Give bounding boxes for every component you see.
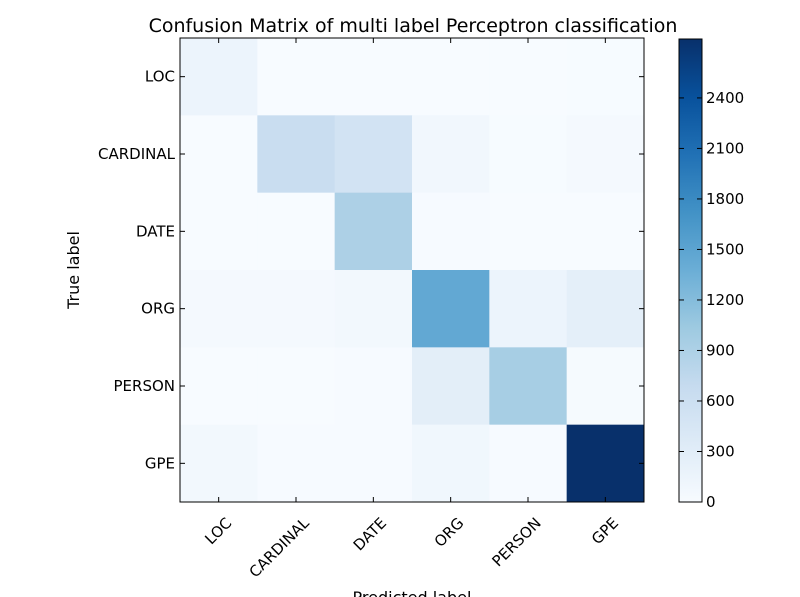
heatmap-cells [180, 38, 645, 503]
heatmap-cell [489, 38, 568, 116]
heatmap-cell [334, 115, 413, 194]
heatmap-cell [334, 347, 413, 426]
heatmap-cell [566, 38, 645, 116]
heatmap-cell [566, 192, 645, 271]
heatmap-cell [257, 38, 336, 116]
chart-title: Confusion Matrix of multi label Perceptr… [149, 15, 678, 37]
y-tick-label: GPE [145, 454, 175, 472]
colorbar [678, 38, 703, 503]
heatmap-cell [489, 424, 568, 503]
y-tick-label: PERSON [114, 377, 176, 395]
heatmap-cell [180, 347, 258, 426]
heatmap-cell [412, 347, 490, 426]
heatmap-cell [566, 270, 645, 348]
colorbar-tick-label: 600 [706, 392, 735, 410]
colorbar-tick-label: 300 [706, 442, 735, 460]
heatmap-cell [566, 347, 645, 426]
y-tick-label: DATE [136, 222, 175, 240]
y-tick-label: ORG [141, 300, 175, 318]
heatmap-cell [412, 192, 490, 271]
heatmap-cell [489, 192, 568, 271]
heatmap-cell [180, 192, 258, 271]
heatmap-cell [489, 115, 568, 194]
heatmap-cell [180, 424, 258, 503]
x-tick-label: PERSON [489, 514, 545, 570]
heatmap-cell [334, 270, 413, 348]
heatmap-cell [566, 115, 645, 194]
heatmap-cell [489, 270, 568, 348]
heatmap-cell [257, 115, 336, 194]
heatmap-cell [334, 424, 413, 503]
heatmap-cell [412, 424, 490, 503]
x-tick-label: CARDINAL [246, 514, 314, 582]
colorbar-tick-label: 2400 [706, 89, 744, 107]
y-tick-label: LOC [145, 68, 175, 86]
heatmap-cell [180, 270, 258, 348]
heatmap-cell [412, 115, 490, 194]
x-tick-label: ORG [431, 514, 468, 551]
heatmap-cell [180, 115, 258, 194]
heatmap-cell [412, 38, 490, 116]
heatmap-cell [489, 347, 568, 426]
y-tick-label: CARDINAL [98, 145, 176, 163]
colorbar-tick-label: 0 [706, 493, 716, 511]
heatmap-cell [257, 192, 336, 271]
colorbar-ticks: 0 300 600 900 1200 1500 1800 2100 2400 [679, 89, 744, 511]
colorbar-tick-label: 900 [706, 341, 735, 359]
x-tick-label: DATE [350, 514, 390, 554]
y-axis-label: True label [64, 231, 83, 310]
y-axis-ticks: LOC CARDINAL DATE ORG PERSON GPE [98, 68, 644, 472]
heatmap-cell [566, 424, 645, 503]
x-tick-label: LOC [201, 514, 235, 548]
heatmap-cell [257, 424, 336, 503]
colorbar-tick-label: 1500 [706, 240, 744, 258]
colorbar-tick-label: 2100 [706, 139, 744, 157]
heatmap-cell [180, 38, 258, 116]
x-tick-label: GPE [588, 514, 622, 548]
heatmap-cell [334, 192, 413, 271]
heatmap-cell [412, 270, 490, 348]
heatmap-cell [257, 347, 336, 426]
heatmap-cell [257, 270, 336, 348]
colorbar-tick-label: 1800 [706, 190, 744, 208]
plot-frame [179, 37, 645, 503]
colorbar-tick-label: 1200 [706, 291, 744, 309]
heatmap-cell [334, 38, 413, 116]
x-axis-label: Predicted label [353, 588, 472, 597]
